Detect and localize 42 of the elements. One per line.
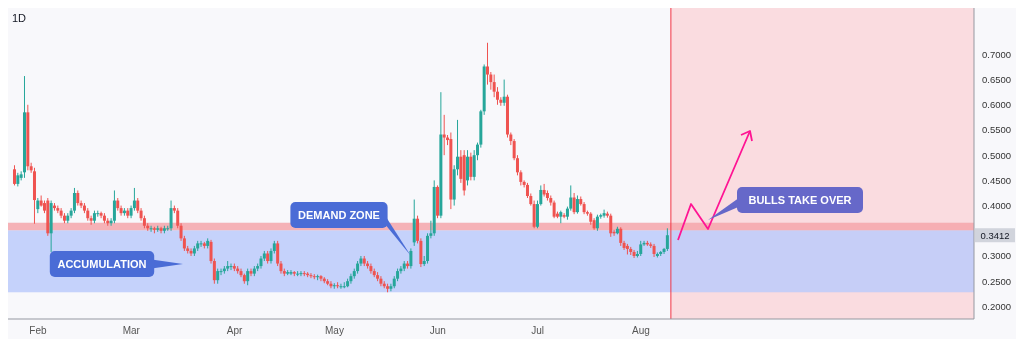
y-tick-label: 0.6000 xyxy=(982,99,1012,111)
candlestick xyxy=(13,164,16,186)
y-tick-label: 0.5000 xyxy=(982,149,1012,161)
candlestick xyxy=(412,199,416,247)
candlestick xyxy=(249,268,253,277)
candlestick xyxy=(442,114,446,156)
text: 0.3412 xyxy=(980,229,1010,241)
x-tick-label: Aug xyxy=(632,325,650,337)
chart-title: 1D xyxy=(12,12,27,24)
x-tick-label: Mar xyxy=(122,325,141,337)
y-tick-label: 0.3000 xyxy=(982,250,1012,262)
candlestick xyxy=(609,213,613,238)
candlestick xyxy=(665,227,669,252)
x-tick-label: Feb xyxy=(29,325,48,337)
candlestick xyxy=(466,149,470,186)
candlestick xyxy=(349,273,353,285)
candlestick xyxy=(469,152,473,181)
y-tick-label: 0.2500 xyxy=(982,275,1012,287)
y-tick-label: 0.7000 xyxy=(982,48,1012,60)
candlestick xyxy=(619,226,623,247)
x-tick-label: May xyxy=(324,325,344,337)
candlestick xyxy=(532,200,536,229)
candlestick xyxy=(89,215,93,226)
annotation: BULLS TAKE OVER xyxy=(748,194,852,206)
candlestick xyxy=(112,189,116,224)
y-tick-label: 0.4000 xyxy=(982,199,1012,211)
x-tick-label: Apr xyxy=(226,325,243,337)
candlestick xyxy=(486,42,489,86)
candlestick xyxy=(369,263,373,275)
candlestick xyxy=(219,268,223,276)
annotation: ACCUMULATION xyxy=(57,258,147,270)
y-tick-label: 0.5500 xyxy=(982,124,1012,136)
candlestick xyxy=(562,212,566,219)
y-tick-label: 0.6500 xyxy=(982,73,1012,85)
y-tick-label: 0.2000 xyxy=(982,300,1012,312)
x-tick-label: Jul xyxy=(531,325,545,337)
candlestick xyxy=(72,187,76,214)
x-tick-label: Jun xyxy=(429,325,446,337)
candlestick xyxy=(575,195,579,215)
candlestick xyxy=(572,192,576,215)
annotation: DEMAND ZONE xyxy=(298,209,380,221)
y-tick-label: 0.4500 xyxy=(982,174,1012,186)
